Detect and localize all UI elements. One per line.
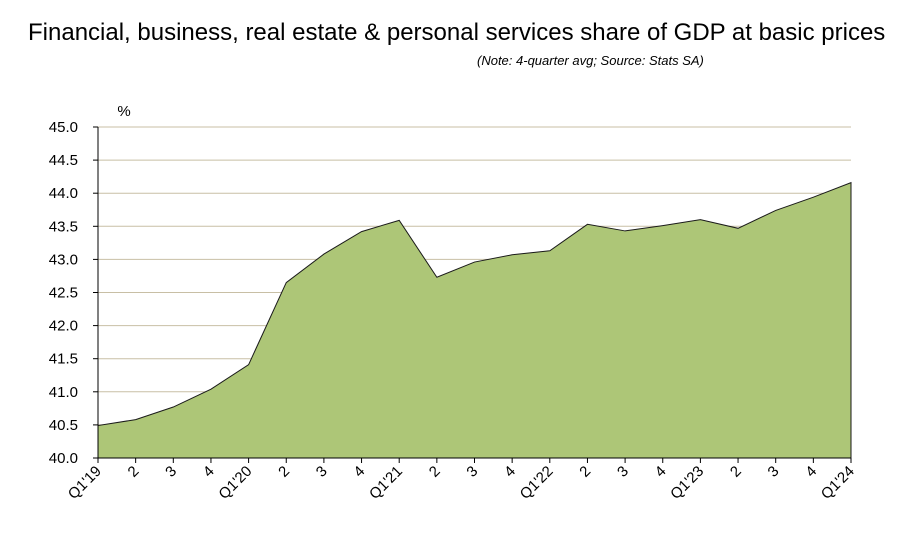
x-tick-label: 3 <box>162 463 180 481</box>
y-tick-label: 43.5 <box>49 218 78 235</box>
x-tick-label: 3 <box>463 463 481 481</box>
x-tick-label: 3 <box>765 463 783 481</box>
x-tick-label: Q1'22 <box>517 463 557 503</box>
x-tick-label: 3 <box>614 463 632 481</box>
y-tick-label: 41.5 <box>49 351 78 368</box>
x-tick-label: Q1'20 <box>215 463 255 503</box>
y-tick-label: 42.0 <box>49 318 78 335</box>
x-tick-label: 2 <box>125 463 143 481</box>
x-tick-label: 4 <box>802 463 820 481</box>
x-tick-label: 4 <box>652 463 670 481</box>
y-tick-label: 41.0 <box>49 384 78 401</box>
x-tick-label: 2 <box>727 463 745 481</box>
chart-subtitle: (Note: 4-quarter avg; Source: Stats SA) <box>477 53 704 68</box>
x-tick-label: Q1'21 <box>366 463 406 503</box>
y-tick-label: 40.0 <box>49 450 78 467</box>
x-tick-label: 4 <box>501 463 519 481</box>
y-tick-label: 45.0 <box>49 119 78 136</box>
y-tick-label: 43.0 <box>49 251 78 268</box>
area-series <box>97 181 852 459</box>
x-tick-label: Q1'24 <box>818 463 858 503</box>
x-tick-label: 4 <box>350 463 368 481</box>
x-tick-label: Q1'19 <box>65 463 105 503</box>
y-tick-label: 42.5 <box>49 285 78 302</box>
x-axis: Q1'19 2 3 4Q1'20 2 3 4Q1'21 2 3 4Q1'22 2 3 4Q1'23 2 3 4… <box>65 457 858 503</box>
y-tick-label: 40.5 <box>49 417 78 434</box>
x-tick-label: Q1'23 <box>667 463 707 503</box>
x-tick-label: 2 <box>275 463 293 481</box>
x-tick-label: 3 <box>313 463 331 481</box>
y-axis-unit: % <box>117 103 130 120</box>
y-tick-label: 44.0 <box>49 185 78 202</box>
x-tick-label: 2 <box>426 463 444 481</box>
y-tick-label: 44.5 <box>49 152 78 169</box>
x-tick-label: 2 <box>576 463 594 481</box>
chart-title: Financial, business, real estate & perso… <box>28 19 886 46</box>
x-tick-label: 4 <box>200 463 218 481</box>
y-axis: 40.0 40.5 41.0 41.5 42.0 42.5 43.0 43.5 44.0 44.5… <box>49 119 99 467</box>
